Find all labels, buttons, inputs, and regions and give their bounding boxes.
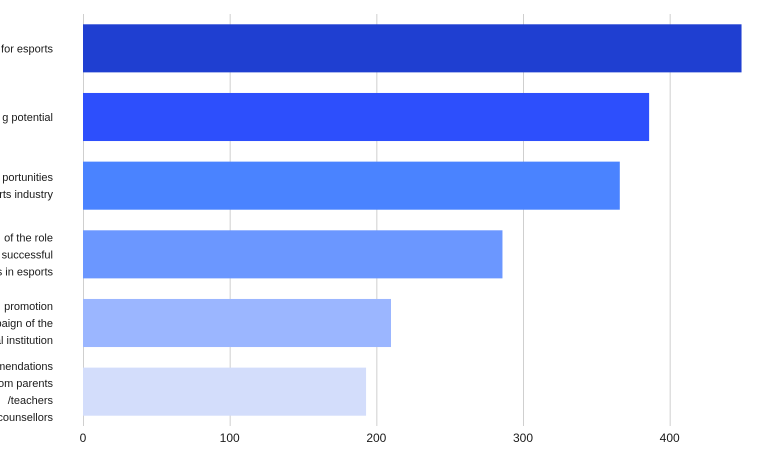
bar-6	[83, 367, 367, 416]
x-tick-label: 0	[80, 431, 87, 445]
bars	[83, 24, 742, 416]
x-tick-label: 200	[366, 431, 386, 445]
x-tick-label: 300	[513, 431, 533, 445]
bar-2	[83, 92, 650, 142]
category-label-6: mendations om parents/teachers counsellors	[0, 361, 53, 424]
category-label-1: for esports	[1, 43, 53, 55]
category-label-5: promotion paign of the al institution	[0, 301, 53, 347]
category-label-4: of the role successful s in esports	[0, 232, 53, 278]
x-tick-label: 400	[660, 431, 680, 445]
bar-5	[83, 298, 391, 348]
x-tick-labels: 0 100 200 300 400	[80, 431, 680, 445]
gridlines	[83, 14, 671, 426]
x-tick-label: 100	[220, 431, 240, 445]
category-labels: for esports g potential portunities rts ind…	[0, 43, 53, 424]
bar-1	[83, 24, 742, 73]
bar-3	[83, 161, 620, 210]
bar-4	[83, 230, 503, 279]
category-label-3: portunities rts industry	[0, 172, 53, 201]
category-label-2: g potential	[2, 112, 53, 124]
